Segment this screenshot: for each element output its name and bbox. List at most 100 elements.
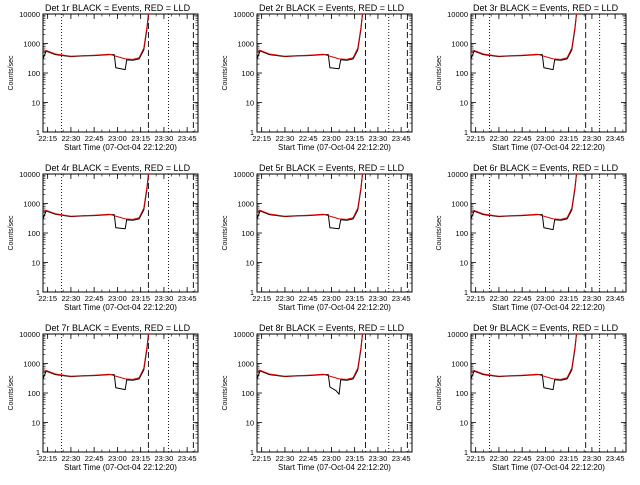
y-tick-label: 1000 [237,200,254,209]
y-tick-label: 100 [241,69,254,78]
x-tick-label: 22:45 [513,454,532,463]
x-tick-label: 23:00 [536,294,555,303]
events-series-line [470,15,577,71]
x-tick-label: 23:00 [322,454,341,463]
y-tick-label: 10000 [19,170,40,179]
x-tick-label: 23:45 [178,294,197,303]
x-tick-label: 22:45 [299,454,318,463]
lld-series-line [256,13,363,60]
x-tick-label: 23:15 [131,454,150,463]
y-tick-label: 100 [455,69,468,78]
x-tick-label: 23:15 [559,294,578,303]
x-tick-label: 23:30 [155,454,174,463]
y-tick-label: 100 [27,389,40,398]
y-tick-label: 100 [455,229,468,238]
y-tick-label: 10 [246,99,254,108]
x-tick-label: 22:45 [513,294,532,303]
x-tick-label: 22:30 [276,294,295,303]
x-tick-label: 22:45 [85,134,104,143]
y-tick-label: 10 [32,259,40,268]
x-tick-label: 23:45 [392,454,411,463]
events-series-line [42,15,149,71]
x-tick-label: 23:15 [131,134,150,143]
events-series-line [42,335,149,391]
y-tick-label: 1000 [451,200,468,209]
y-tick-label: 100 [455,389,468,398]
events-series-line [256,335,363,395]
y-tick-label: 1000 [237,40,254,49]
y-tick-label: 10 [246,259,254,268]
x-tick-label: 22:45 [85,294,104,303]
y-tick-label: 1 [464,448,468,457]
y-tick-label: 1 [464,288,468,297]
x-tick-label: 23:00 [322,294,341,303]
y-tick-label: 1 [36,448,40,457]
x-tick-label: 23:00 [322,134,341,143]
chart-panel: Det 7r BLACK = Events, RED = LLD 1 10 100 10… [8,323,199,472]
x-tick-label: 22:15 [38,454,57,463]
y-tick-label: 10 [460,99,468,108]
lld-series-line [470,173,577,220]
x-axis-label: Start Time (07-Oct-04 22:12:20) [278,303,391,312]
x-axis-label: Start Time (07-Oct-04 22:12:20) [278,143,391,152]
x-axis-label: Start Time (07-Oct-04 22:12:20) [278,463,391,472]
panel-title: Det 4r BLACK = Events, RED = LLD [45,163,191,173]
x-tick-label: 23:45 [392,134,411,143]
plot-frame [42,13,199,133]
x-tick-label: 23:30 [369,294,388,303]
y-axis-label: Counts/sec [8,375,15,411]
events-series-line [470,175,577,231]
x-tick-label: 22:30 [490,294,509,303]
y-tick-label: 10000 [233,10,254,19]
panel-title: Det 1r BLACK = Events, RED = LLD [45,3,191,13]
x-tick-label: 23:45 [606,134,625,143]
panel-title: Det 3r BLACK = Events, RED = LLD [473,3,619,13]
lld-series-line [256,333,363,380]
y-tick-label: 10000 [19,330,40,339]
x-tick-label: 23:30 [155,134,174,143]
x-axis-label: Start Time (07-Oct-04 22:12:20) [64,463,177,472]
x-tick-label: 22:15 [466,454,485,463]
x-tick-label: 23:00 [108,134,127,143]
x-axis-label: Start Time (07-Oct-04 22:12:20) [64,143,177,152]
x-tick-label: 22:15 [252,454,271,463]
y-tick-label: 1 [36,128,40,137]
y-tick-label: 1 [250,448,254,457]
y-tick-label: 10000 [233,330,254,339]
x-tick-label: 22:15 [38,294,57,303]
events-series-line [470,335,577,391]
y-tick-label: 10 [460,419,468,428]
x-tick-label: 22:45 [85,454,104,463]
x-axis-label: Start Time (07-Oct-04 22:12:20) [492,463,605,472]
x-tick-label: 23:30 [583,294,602,303]
y-tick-label: 1 [36,288,40,297]
y-tick-label: 10000 [19,10,40,19]
y-tick-label: 1 [250,288,254,297]
x-tick-label: 23:45 [606,454,625,463]
plot-frame [470,173,627,293]
x-tick-label: 23:45 [178,454,197,463]
x-tick-label: 22:45 [513,134,532,143]
x-tick-label: 22:30 [62,294,81,303]
panel-title: Det 7r BLACK = Events, RED = LLD [45,323,191,333]
plot-frame [42,333,199,453]
chart-panel: Det 1r BLACK = Events, RED = LLD 1 10 100 10… [8,3,199,152]
plot-frame [42,173,199,293]
x-tick-label: 23:30 [583,454,602,463]
x-tick-label: 22:15 [252,294,271,303]
x-tick-label: 23:45 [606,294,625,303]
y-tick-label: 10 [460,259,468,268]
plot-frame [256,13,413,133]
events-series-line [256,15,363,70]
x-tick-label: 22:15 [466,134,485,143]
lld-series-line [256,173,363,220]
y-axis-label: Counts/sec [436,375,443,411]
x-tick-label: 22:15 [252,134,271,143]
x-tick-label: 23:00 [536,134,555,143]
y-tick-label: 1000 [451,40,468,49]
y-tick-label: 1000 [23,40,40,49]
y-axis-label: Counts/sec [436,215,443,251]
lld-series-line [42,173,149,220]
y-tick-label: 10 [246,419,254,428]
